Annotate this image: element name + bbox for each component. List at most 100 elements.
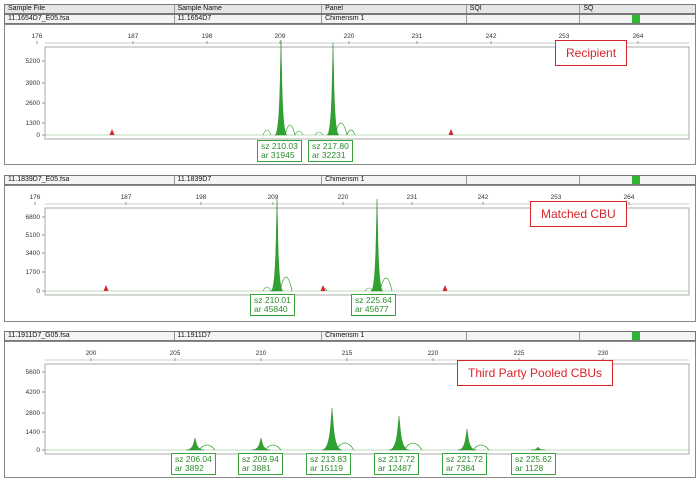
y-tick-label: 3400 <box>26 250 41 257</box>
peak-area: ar 31945 <box>261 150 295 160</box>
size-standard-marker <box>103 285 109 291</box>
peak-size: sz 217.80 <box>312 141 349 151</box>
allele-peak <box>251 437 271 451</box>
y-tick-label: 1700 <box>26 269 41 276</box>
y-tick-label: 4200 <box>26 389 41 396</box>
allele-peak <box>370 198 384 292</box>
x-tick-label: 264 <box>624 194 635 201</box>
y-tick-label: 0 <box>36 132 40 139</box>
peak-label[interactable]: sz 210.01 ar 45840 <box>250 294 295 316</box>
x-tick-label: 220 <box>428 350 439 357</box>
allele-peak <box>185 437 205 451</box>
allele-peak <box>270 198 284 292</box>
peak-area: ar 32231 <box>312 150 346 160</box>
noise-peak <box>262 129 272 136</box>
x-tick-label: 242 <box>478 194 489 201</box>
column-header-row: Sample File Sample Name Panel SQI SQ <box>4 4 696 14</box>
allele-peak <box>326 42 340 136</box>
peak-area: ar 45840 <box>254 304 288 314</box>
x-tick-label: 253 <box>559 33 570 40</box>
peak-area: ar 3892 <box>175 463 204 473</box>
size-standard-marker <box>448 129 454 135</box>
x-tick-label: 230 <box>598 350 609 357</box>
allele-peak <box>274 39 288 136</box>
stutter-peak <box>379 277 393 292</box>
stutter-peak <box>284 124 296 136</box>
sq-quality-indicator <box>632 15 641 23</box>
y-tick-label: 0 <box>36 288 40 295</box>
peak-area: ar 1128 <box>515 463 544 473</box>
x-tick-label: 198 <box>202 33 213 40</box>
stutter-peak <box>264 444 282 451</box>
sample-name-2: 11.1839D7 <box>175 176 323 184</box>
sample-name-3: 11.1911D7 <box>175 332 323 340</box>
header-sqi[interactable]: SQI <box>467 5 581 13</box>
peak-label[interactable]: sz 210.03 ar 31945 <box>257 140 302 162</box>
y-tick-label: 3900 <box>26 80 41 87</box>
sqi-1 <box>467 15 581 23</box>
peak-label[interactable]: sz 217.72 ar 12487 <box>374 453 419 475</box>
plot-frame <box>44 46 690 140</box>
sample-row-2[interactable]: 11.1839D7_E05.fsa 11.1839D7 Chimerism 1 <box>4 175 696 185</box>
x-tick-label: 242 <box>486 33 497 40</box>
sqi-2 <box>467 176 581 184</box>
noise-peak <box>314 131 324 136</box>
y-tick-label: 1400 <box>26 429 41 436</box>
allele-peak <box>321 407 343 451</box>
y-tick-label: 5600 <box>26 369 41 376</box>
peak-label[interactable]: sz 206.04 ar 3892 <box>171 453 216 475</box>
peak-size: sz 217.72 <box>378 454 415 464</box>
x-tick-label: 200 <box>86 350 97 357</box>
y-tick-label: 0 <box>36 447 40 454</box>
peak-label[interactable]: sz 217.80 ar 32231 <box>308 140 353 162</box>
sample-row-1[interactable]: 11.1654D7_E05.fsa 11.1654D7 Chimerism 1 <box>4 14 696 24</box>
peak-label[interactable]: sz 221.72 ar 7384 <box>442 453 487 475</box>
x-tick-label: 264 <box>633 33 644 40</box>
sq-2 <box>580 176 695 184</box>
peak-label[interactable]: sz 209.94 ar 3881 <box>238 453 283 475</box>
peak-area: ar 3881 <box>242 463 271 473</box>
peak-label[interactable]: sz 225.64 ar 45677 <box>351 294 396 316</box>
peak-area: ar 7384 <box>446 463 475 473</box>
callout-recipient: Recipient <box>555 40 628 66</box>
panel-name-3: Chimerism 1 <box>322 332 467 340</box>
noise-peak <box>294 130 304 136</box>
x-tick-label: 187 <box>128 33 139 40</box>
sq-quality-indicator <box>632 332 641 340</box>
size-standard-marker <box>109 129 115 135</box>
peak-label[interactable]: sz 213.83 ar 15119 <box>306 453 351 475</box>
peak-size: sz 213.83 <box>310 454 347 464</box>
x-tick-label: 205 <box>170 350 181 357</box>
x-tick-label: 209 <box>275 33 286 40</box>
allele-peak <box>457 428 477 451</box>
sample-file-1: 11.1654D7_E05.fsa <box>5 15 175 23</box>
x-tick-label: 231 <box>412 33 423 40</box>
peak-size: sz 206.04 <box>175 454 212 464</box>
peak-label[interactable]: sz 225.62 ar 1128 <box>511 453 556 475</box>
panel-name-1: Chimerism 1 <box>322 15 467 23</box>
y-tick-label: 2800 <box>26 410 41 417</box>
header-sq[interactable]: SQ <box>583 5 594 12</box>
sample-file-2: 11.1839D7_E05.fsa <box>5 176 175 184</box>
header-sample-name[interactable]: Sample Name <box>175 5 323 13</box>
y-tick-label: 5100 <box>26 232 41 239</box>
peak-area: ar 15119 <box>310 463 343 473</box>
y-tick-label: 6800 <box>26 214 41 221</box>
callout-matched-cbu: Matched CBU <box>530 201 627 227</box>
x-tick-label: 198 <box>196 194 207 201</box>
allele-peak <box>530 446 546 451</box>
stutter-peak <box>403 442 423 451</box>
sq-3 <box>580 332 695 340</box>
electropherogram-plot-3: 200 205 210 215 220 225 230 5600 4200 2800 1400 0 <box>26 350 690 455</box>
stutter-peak <box>472 444 490 451</box>
header-panel[interactable]: Panel <box>322 5 467 13</box>
x-tick-label: 253 <box>551 194 562 201</box>
y-tick-label: 1300 <box>26 120 41 127</box>
peak-area: ar 45677 <box>355 304 389 314</box>
panel-name-2: Chimerism 1 <box>322 176 467 184</box>
sample-row-3[interactable]: 11.1911D7_G05.fsa 11.1911D7 Chimerism 1 <box>4 331 696 341</box>
sq-quality-indicator <box>632 176 641 184</box>
x-tick-label: 231 <box>407 194 418 201</box>
header-sample-file[interactable]: Sample File <box>5 5 175 13</box>
peak-size: sz 225.64 <box>355 295 392 305</box>
